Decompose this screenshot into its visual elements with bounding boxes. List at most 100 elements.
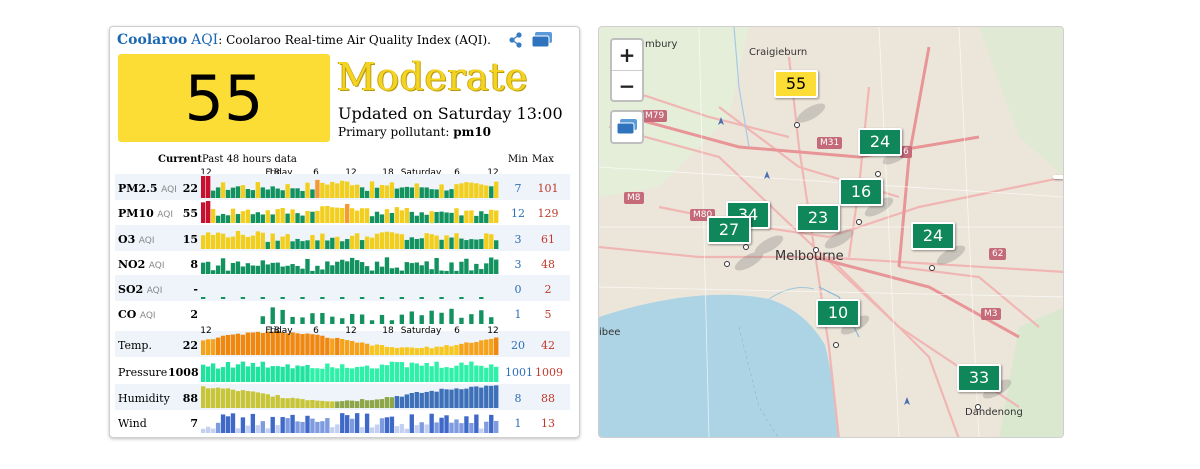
- history-bar: [464, 258, 469, 274]
- history-bar: [409, 393, 414, 408]
- row-current: 7: [190, 417, 198, 430]
- history-bar: [335, 183, 340, 198]
- history-bar: [260, 393, 265, 408]
- history-bar: [449, 346, 454, 355]
- row-min: 8: [514, 392, 522, 405]
- station-marker[interactable]: 10: [816, 299, 860, 327]
- history-bar: [305, 258, 310, 274]
- history-bar: [369, 400, 375, 408]
- axis-tick-label: Saturday: [400, 168, 442, 178]
- station-marker[interactable]: 23: [796, 204, 840, 232]
- station-marker[interactable]: 55: [774, 70, 818, 98]
- history-bar: [354, 260, 360, 274]
- history-bar: [414, 348, 419, 355]
- history-bar: [404, 367, 409, 382]
- station-marker-partial[interactable]: [1053, 175, 1063, 179]
- history-bar: [464, 342, 469, 355]
- history-bar: [384, 185, 390, 198]
- station-marker[interactable]: 33: [957, 364, 1001, 392]
- row-name: PM2.5: [118, 182, 158, 195]
- history-bar: [350, 235, 355, 249]
- history-bar: [340, 241, 345, 249]
- road-shield: M79: [642, 110, 668, 122]
- history-bar: [394, 396, 400, 408]
- history-bar: [350, 208, 355, 223]
- history-bar: [414, 238, 419, 249]
- history-bar: [439, 297, 444, 299]
- history-sparkline: [201, 331, 499, 355]
- history-bar: [459, 343, 464, 355]
- history-bar: [215, 368, 221, 382]
- aqi-link[interactable]: AQI: [191, 32, 219, 48]
- history-bar: [201, 364, 206, 382]
- primary-label: Primary pollutant:: [338, 125, 450, 139]
- history-bar: [369, 320, 375, 324]
- history-bar: [300, 421, 305, 433]
- share-icon[interactable]: [508, 31, 524, 49]
- place-label: ibee: [599, 327, 621, 338]
- zoom-out-button[interactable]: −: [618, 74, 636, 98]
- row-name: CO: [118, 308, 137, 321]
- history-bar: [285, 213, 290, 223]
- history-bar: [260, 214, 265, 223]
- history-bar: [245, 391, 251, 408]
- road-shield: 6: [900, 146, 912, 158]
- history-bar: [350, 257, 355, 274]
- history-sparkline: [201, 385, 499, 408]
- history-bar: [434, 212, 439, 223]
- history-bar: [429, 211, 434, 223]
- history-bar: [424, 233, 429, 249]
- zoom-in-button[interactable]: +: [612, 40, 642, 71]
- history-bar: [250, 265, 256, 274]
- history-bar: [404, 186, 409, 198]
- card-header: Coolaroo AQI: Coolaroo Real-time Air Qua…: [117, 32, 491, 48]
- history-bar: [345, 415, 350, 433]
- row-label: Pressure: [118, 366, 167, 379]
- history-bar: [335, 401, 340, 408]
- history-bar: [389, 268, 395, 274]
- history-bar: [359, 208, 365, 223]
- axis-tick-label: Friday: [265, 326, 293, 336]
- history-bar: [369, 216, 375, 223]
- history-bar: [230, 262, 236, 274]
- history-bar: [479, 340, 484, 355]
- map[interactable]: Craigieburn Melbourne Dandenong mbury ib…: [598, 26, 1064, 438]
- history-bar: [280, 398, 285, 408]
- history-bar: [489, 385, 494, 408]
- layers-icon[interactable]: [530, 31, 554, 49]
- history-bar: [359, 366, 365, 382]
- col-max: Max: [532, 154, 554, 165]
- history-bar: [474, 386, 479, 408]
- row-current: 2: [190, 308, 198, 321]
- station-marker[interactable]: 27: [707, 216, 751, 244]
- station-marker[interactable]: 24: [911, 222, 955, 250]
- history-bar: [489, 209, 494, 223]
- history-bar: [255, 425, 260, 433]
- history-bar: [419, 422, 424, 433]
- history-bar: [409, 237, 414, 249]
- history-bar: [275, 395, 280, 408]
- history-bar: [350, 313, 355, 324]
- history-bar: [494, 181, 499, 198]
- history-bar: [210, 190, 216, 198]
- history-bar: [469, 314, 474, 324]
- history-bar: [270, 331, 275, 355]
- row-unit: AQI: [148, 261, 165, 271]
- history-bar: [354, 210, 360, 223]
- history-bar: [359, 187, 365, 198]
- history-bar: [419, 315, 424, 324]
- station-marker[interactable]: 24: [858, 128, 902, 156]
- history-bar: [235, 230, 241, 249]
- map-layers-button[interactable]: [610, 110, 644, 144]
- history-bar: [240, 390, 246, 408]
- history-bar: [201, 297, 206, 299]
- history-bar: [394, 348, 400, 355]
- history-bar: [449, 237, 454, 249]
- station-marker[interactable]: 16: [839, 178, 883, 206]
- history-bar: [275, 331, 280, 355]
- station-link[interactable]: Coolaroo: [117, 32, 188, 48]
- history-bar: [275, 209, 280, 223]
- history-bar: [315, 368, 320, 382]
- history-bar: [434, 258, 439, 274]
- history-bar: [220, 297, 226, 299]
